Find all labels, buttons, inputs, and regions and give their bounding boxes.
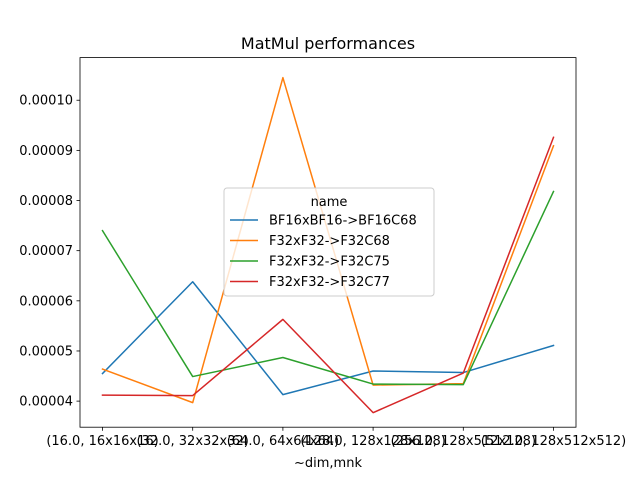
- legend: name BF16xBF16->BF16C68 F32xF32->F32C68 F32…: [223, 187, 435, 297]
- y-tick-label: 0.00009: [19, 144, 73, 159]
- y-tick-label: 0.00007: [19, 244, 73, 259]
- x-axis-label: ~dim,mnk: [294, 456, 362, 471]
- x-tick-label: (64.0, 64x64x64): [227, 434, 339, 449]
- plot-frame: [79, 57, 577, 428]
- x-tick-label: (512.0, 128x512x512): [481, 434, 626, 449]
- axis-ticks: 0.00004 0.00005 0.00006 0.00007 0.00008 0.000…: [19, 94, 626, 449]
- series-line: [101, 281, 555, 396]
- legend-entry: F32xF32->F32C77: [269, 275, 390, 290]
- legend-entry: BF16xBF16->BF16C68: [269, 214, 417, 229]
- x-tick-label: (32.0, 32x32x32): [137, 434, 249, 449]
- x-tick-label: (16.0, 16x16x16): [46, 434, 158, 449]
- legend-entry: F32xF32->F32C68: [269, 234, 390, 249]
- series-line: [101, 136, 555, 414]
- x-tick-label: (256.0, 128x512x128): [391, 434, 536, 449]
- chart-title: MatMul performances: [241, 34, 415, 53]
- x-tick-label: (128.0, 128x128x128): [300, 434, 445, 449]
- legend-entry: F32xF32->F32C75: [269, 255, 390, 270]
- series-line: [101, 190, 555, 386]
- y-tick-label: 0.00004: [19, 395, 73, 410]
- y-tick-label: 0.00005: [19, 344, 73, 359]
- y-tick-label: 0.00008: [19, 194, 73, 209]
- legend-title: name: [311, 195, 348, 210]
- legend-box: [223, 187, 435, 297]
- y-tick-label: 0.00010: [19, 94, 73, 109]
- y-tick-label: 0.00006: [19, 294, 73, 309]
